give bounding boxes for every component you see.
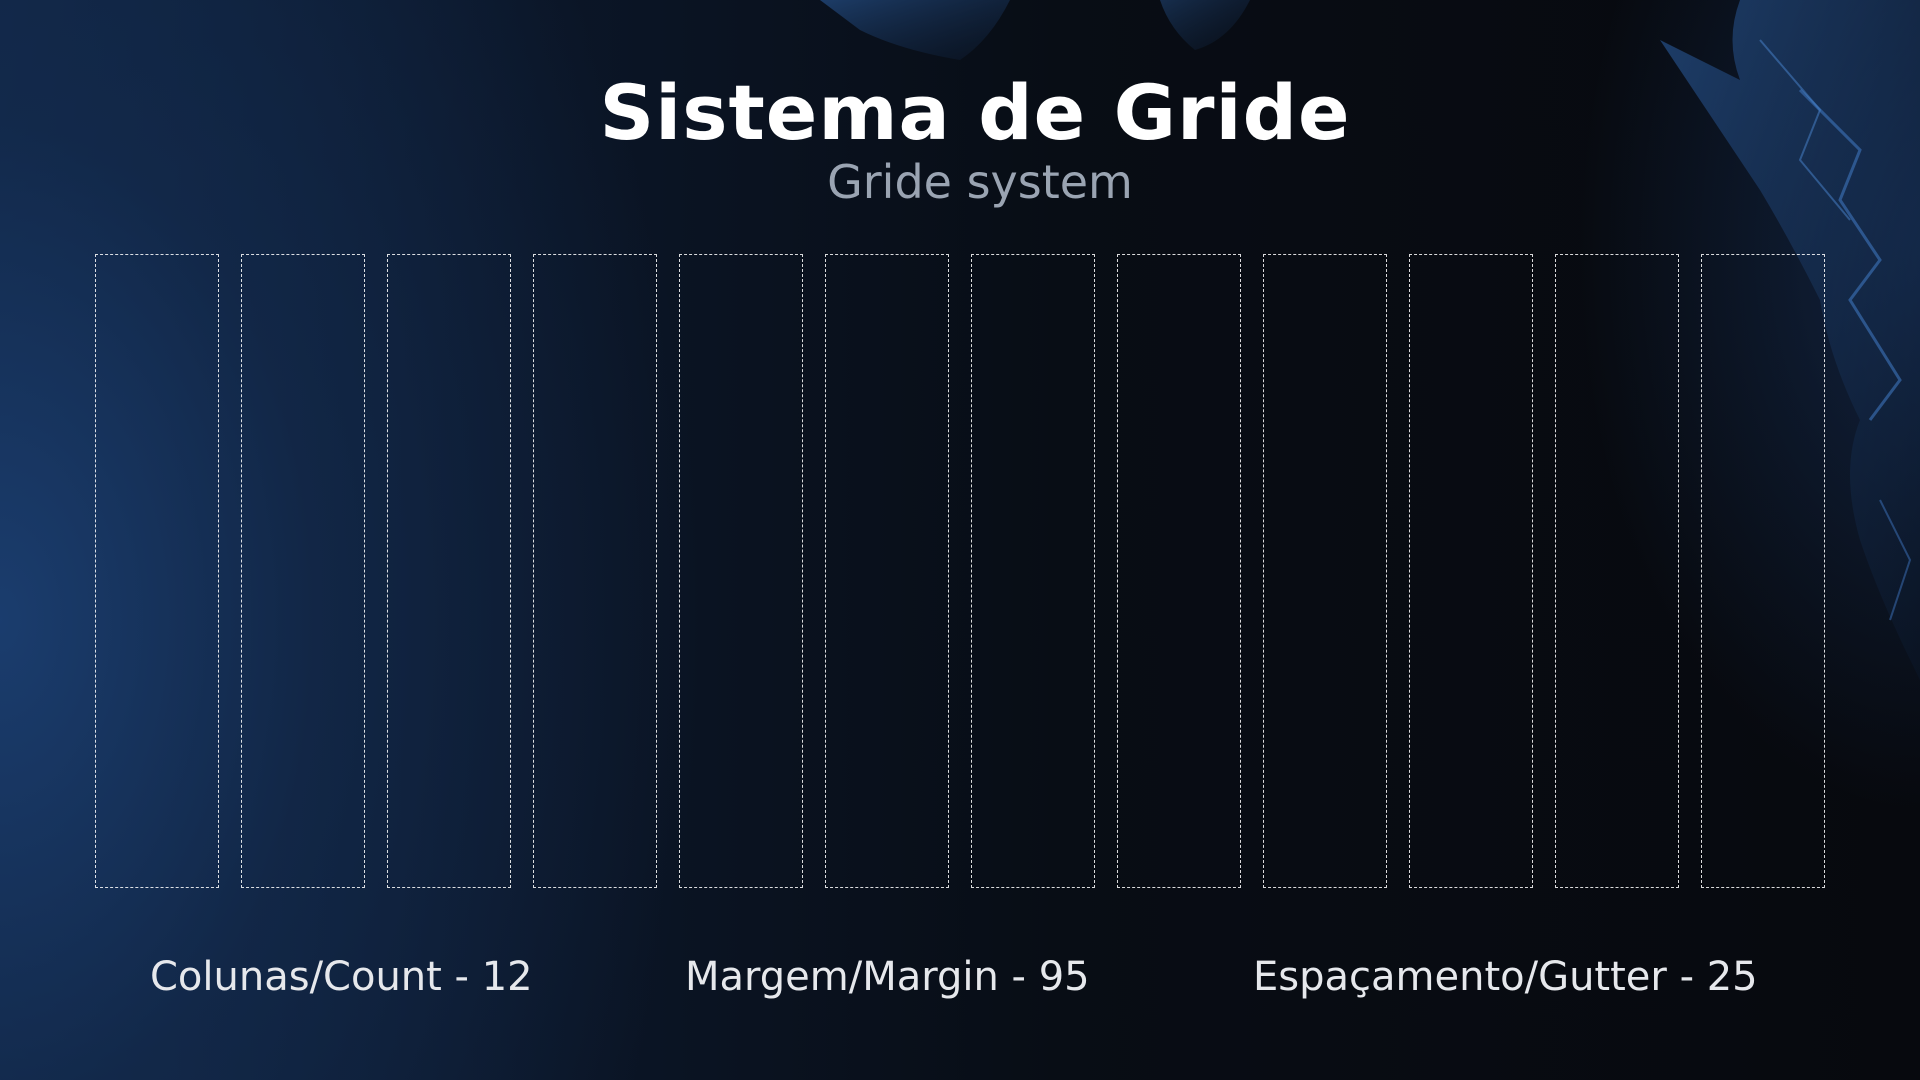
margin-label: Margem/Margin - 95: [685, 954, 1090, 1000]
grid-column: [971, 254, 1095, 888]
grid-column: [533, 254, 657, 888]
page-subtitle: Gride system: [827, 155, 1133, 209]
gutter-label: Espaçamento/Gutter - 25: [1253, 954, 1758, 1000]
column-count-label: Colunas/Count - 12: [150, 954, 533, 1000]
grid-column: [1409, 254, 1533, 888]
column-grid: [95, 254, 1825, 888]
grid-column: [1701, 254, 1825, 888]
grid-column: [95, 254, 219, 888]
grid-column: [825, 254, 949, 888]
page-title: Sistema de Gride: [599, 68, 1351, 157]
grid-column: [241, 254, 365, 888]
grid-column: [1555, 254, 1679, 888]
grid-column: [387, 254, 511, 888]
grid-specs: Colunas/Count - 12 Margem/Margin - 95 Es…: [0, 950, 1920, 1010]
grid-column: [1263, 254, 1387, 888]
header: Sistema de Gride Gride system: [0, 68, 1920, 209]
grid-column: [679, 254, 803, 888]
grid-column: [1117, 254, 1241, 888]
